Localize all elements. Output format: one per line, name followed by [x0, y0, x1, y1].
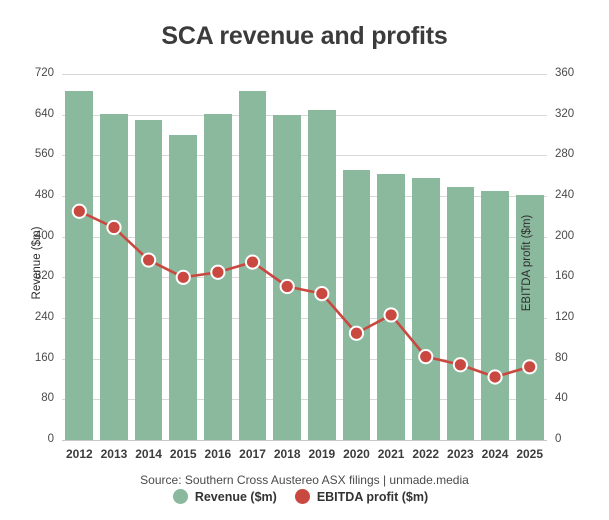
legend-swatch-icon [294, 489, 310, 504]
y-axis-left-title: Revenue ($m) [31, 226, 43, 300]
y-axis-left-tick: 480 [34, 189, 54, 201]
legend-ebitda[interactable]: EBITDA profit ($m) [294, 489, 429, 504]
page-title: SCA revenue and profits [161, 22, 448, 50]
bar[interactable] [100, 114, 128, 440]
y-axis-left-tick: 640 [34, 107, 54, 120]
source-note: Source: Southern Cross Austereo ASX fili… [140, 473, 469, 487]
x-axis-tick: 2012 [65, 447, 93, 461]
bar[interactable] [446, 187, 475, 440]
bar[interactable] [481, 191, 509, 440]
y-axis-left-tick: 320 [34, 270, 54, 283]
x-axis-tick: 2025 [516, 447, 544, 461]
legend: Revenue ($m) EBITDA profit ($m) [0, 489, 609, 504]
plot-area: 2012: 2252013: 2092014: 1772015: 1602016… [62, 74, 547, 441]
x-axis-tick: 2024 [481, 447, 509, 461]
gridline [62, 440, 547, 441]
bar[interactable] [204, 114, 232, 440]
x-axis-tick: 2018 [273, 447, 301, 461]
x-axis-tick: 2020 [343, 447, 370, 461]
bar[interactable] [273, 115, 302, 440]
y-axis-right-tick: 240 [555, 189, 575, 201]
x-axis-tick: 2021 [377, 447, 405, 461]
y-axis-left-tick: 720 [34, 67, 54, 79]
y-axis-left-tick: 560 [34, 148, 54, 161]
bar[interactable] [377, 174, 405, 440]
gridline [62, 399, 547, 401]
y-axis-right-title: EBITDA profit ($m) [521, 214, 533, 312]
legend-label: EBITDA profit ($m) [316, 489, 429, 504]
y-axis-right-tick: 360 [555, 67, 575, 79]
legend-revenue[interactable]: Revenue ($m) [172, 489, 277, 504]
bar[interactable] [411, 177, 440, 440]
y-axis-left-tick: 0 [47, 433, 54, 445]
y-axis-right-tick: 40 [555, 392, 568, 405]
x-axis-tick: 2023 [447, 447, 474, 461]
x-axis-tick: 2013 [100, 447, 128, 461]
y-axis-left-tick: 240 [34, 311, 54, 323]
y-axis-right-tick: 120 [555, 311, 575, 323]
y-axis-right-tick: 160 [555, 270, 575, 283]
bar[interactable] [342, 170, 371, 440]
gridline [62, 114, 547, 116]
y-axis-left-tick: 80 [41, 392, 54, 405]
legend-swatch-icon [172, 489, 188, 504]
x-axis-tick: 2015 [169, 447, 197, 461]
bar[interactable] [134, 119, 163, 440]
y-axis-right-tick: 80 [555, 351, 568, 364]
gridline [62, 155, 547, 157]
x-axis-tick: 2022 [412, 447, 440, 461]
y-axis-right-tick: 320 [555, 107, 575, 120]
x-axis-tick: 2014 [135, 447, 162, 461]
bar[interactable] [169, 134, 198, 440]
y-axis-right-tick: 280 [555, 148, 575, 161]
bar[interactable] [238, 90, 267, 440]
x-axis-tick: 2019 [308, 447, 336, 461]
y-axis-left-tick: 400 [34, 229, 54, 242]
y-axis-right-tick: 0 [555, 433, 562, 445]
y-axis-right-tick: 200 [555, 229, 575, 242]
bar[interactable] [65, 90, 94, 440]
legend-label: Revenue ($m) [194, 489, 277, 504]
gridline [62, 74, 547, 75]
x-axis-tick: 2016 [204, 447, 232, 461]
y-axis-left-tick: 160 [34, 351, 54, 364]
gridline [62, 196, 547, 197]
x-axis-tick: 2017 [239, 447, 266, 461]
bar[interactable] [307, 109, 336, 440]
